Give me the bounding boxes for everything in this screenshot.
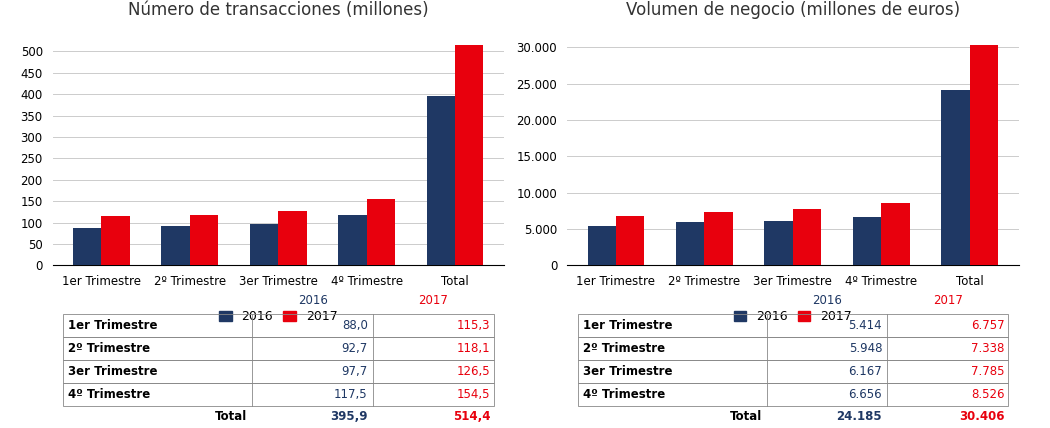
Title: Volumen de negocio (millones de euros): Volumen de negocio (millones de euros) [626,0,960,18]
Text: Total: Total [730,410,761,422]
Title: Número de transacciones (millones): Número de transacciones (millones) [128,0,428,18]
Text: 154,5: 154,5 [457,388,490,401]
Bar [102,216,129,265]
Bar [705,212,733,265]
Text: 24.185: 24.185 [837,410,882,422]
Text: 8.526: 8.526 [971,388,1005,401]
Bar [881,203,909,265]
Bar [588,226,616,265]
Bar [162,226,190,265]
Bar [616,216,644,265]
Text: 97,7: 97,7 [341,365,367,378]
Text: 3er Trimestre: 3er Trimestre [68,365,158,378]
Text: 6.656: 6.656 [848,388,882,401]
Text: 30.406: 30.406 [960,410,1005,422]
Bar [969,45,998,265]
Bar [455,45,483,265]
Bar [793,209,821,265]
Bar [676,222,705,265]
Bar [942,90,969,265]
Text: 118,1: 118,1 [457,342,490,355]
Text: 3er Trimestre: 3er Trimestre [583,365,672,378]
Text: 7.785: 7.785 [971,365,1005,378]
Text: 2016: 2016 [813,294,842,307]
Text: 88,0: 88,0 [342,319,368,332]
Text: 7.338: 7.338 [971,342,1005,355]
Text: 126,5: 126,5 [457,365,490,378]
Text: 1er Trimestre: 1er Trimestre [583,319,672,332]
Bar [427,96,455,265]
Text: 1er Trimestre: 1er Trimestre [68,319,158,332]
Text: 2017: 2017 [932,294,963,307]
Bar [190,215,218,265]
Text: 6.757: 6.757 [971,319,1005,332]
Text: 115,3: 115,3 [457,319,490,332]
Text: 5.414: 5.414 [848,319,882,332]
Legend: 2016, 2017: 2016, 2017 [729,305,857,328]
Text: 4º Trimestre: 4º Trimestre [68,388,150,401]
Text: Total: Total [215,410,247,422]
Text: 2016: 2016 [298,294,328,307]
Bar [278,211,307,265]
Text: 5.948: 5.948 [848,342,882,355]
Text: 514,4: 514,4 [453,410,490,422]
Bar [74,228,102,265]
Text: 92,7: 92,7 [341,342,367,355]
Text: 2017: 2017 [418,294,448,307]
Bar [250,223,278,265]
Bar [764,220,793,265]
Text: 2º Trimestre: 2º Trimestre [583,342,665,355]
Text: 6.167: 6.167 [848,365,882,378]
Text: 2º Trimestre: 2º Trimestre [68,342,150,355]
Bar [366,199,395,265]
Bar [853,217,881,265]
Legend: 2016, 2017: 2016, 2017 [214,305,342,328]
Bar [338,215,366,265]
Text: 395,9: 395,9 [330,410,367,422]
Text: 117,5: 117,5 [334,388,367,401]
Text: 4º Trimestre: 4º Trimestre [583,388,665,401]
